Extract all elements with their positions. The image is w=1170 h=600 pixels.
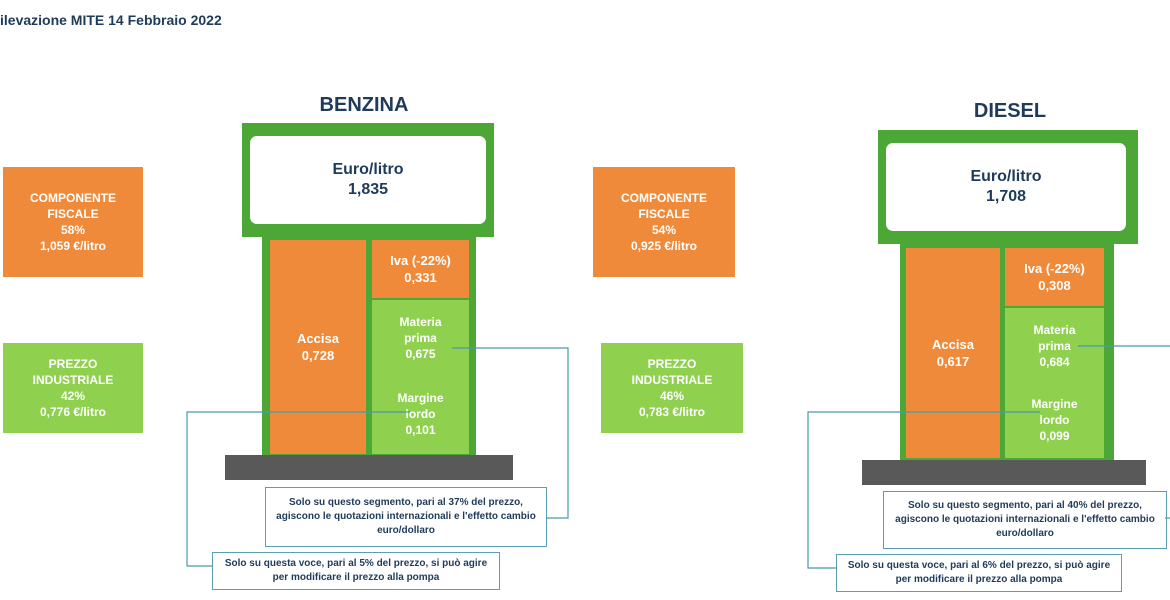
note-line-1: Solo su questo segmento, pari al 40% del… bbox=[908, 500, 1142, 511]
benzina-fiscal-box: COMPONENTE FISCALE 58% 1,059 €/litro bbox=[3, 167, 143, 277]
accisa-value: 0,728 bbox=[301, 348, 335, 363]
diesel-margine-segment: Margine lordo 0,099 bbox=[1005, 390, 1104, 450]
iva-value: 0,331 bbox=[404, 270, 437, 285]
industrial-label-2: INDUSTRIALE bbox=[631, 373, 713, 387]
margine-label-1: Margine bbox=[397, 391, 444, 405]
note-line-2: agiscono le quotazioni internazionali e … bbox=[895, 514, 1155, 525]
margine-label-1: Margine bbox=[1031, 397, 1078, 411]
accisa-label: Accisa bbox=[297, 331, 339, 346]
diesel-note-margine: Solo su questa voce, pari al 6% del prez… bbox=[836, 554, 1122, 592]
benzina-pump-base bbox=[225, 455, 513, 480]
diesel-accisa-segment: Accisa 0,617 bbox=[906, 248, 1000, 458]
benzina-iva-segment: Iva (-22%) 0,331 bbox=[372, 240, 469, 298]
benzina-materia-segment: Materia prima 0,675 bbox=[372, 308, 469, 368]
fiscal-label-1: COMPONENTE bbox=[620, 191, 707, 205]
diesel-industrial-segment bbox=[1005, 308, 1104, 458]
materia-label-2: prima bbox=[1038, 339, 1071, 353]
materia-label-1: Materia bbox=[399, 315, 442, 329]
benzina-note-materia: Solo su questo segmento, pari al 37% del… bbox=[265, 487, 547, 547]
diesel-title: DIESEL bbox=[973, 100, 1047, 122]
price-value: 1,835 bbox=[347, 181, 389, 198]
industrial-value: 0,783 €/litro bbox=[638, 405, 706, 419]
benzina-industrial-segment bbox=[372, 300, 469, 454]
diesel-note-materia: Solo su questo segmento, pari al 40% del… bbox=[883, 491, 1167, 549]
industrial-label-1: PREZZO bbox=[647, 357, 697, 371]
iva-label: Iva (-22%) bbox=[390, 253, 451, 268]
fiscal-label-2: FISCALE bbox=[47, 207, 99, 221]
diesel-fiscal-box: COMPONENTE FISCALE 54% 0,925 €/litro bbox=[593, 167, 735, 277]
benzina-accisa-segment: Accisa 0,728 bbox=[270, 240, 366, 454]
note-line-1: Solo su questa voce, pari al 6% del prez… bbox=[847, 560, 1111, 571]
diesel-iva-segment: Iva (-22%) 0,308 bbox=[1005, 248, 1104, 306]
fiscal-pct: 58% bbox=[60, 223, 86, 237]
note-line-2: per modificare il prezzo alla pompa bbox=[895, 574, 1063, 585]
price-unit: Euro/litro bbox=[332, 161, 404, 178]
margine-label-2: lordo bbox=[1039, 413, 1070, 427]
fiscal-label-1: COMPONENTE bbox=[29, 191, 116, 205]
materia-label-2: prima bbox=[404, 331, 437, 345]
note-line-3: euro/dollaro bbox=[377, 525, 435, 536]
fiscal-label-2: FISCALE bbox=[638, 207, 690, 221]
diesel-pump-base bbox=[862, 460, 1146, 485]
note-line-2: agiscono le quotazioni internazionali e … bbox=[276, 511, 536, 522]
industrial-value: 0,776 €/litro bbox=[39, 405, 107, 419]
note-line-3: euro/dollaro bbox=[996, 528, 1054, 539]
note-line-1: Solo su questo segmento, pari al 37% del… bbox=[289, 497, 523, 508]
note-line-2: per modificare il prezzo alla pompa bbox=[272, 572, 440, 583]
page-title: ilevazione MITE 14 Febbraio 2022 bbox=[0, 12, 222, 28]
accisa-label: Accisa bbox=[932, 337, 974, 352]
price-value: 1,708 bbox=[985, 188, 1027, 205]
margine-value: 0,099 bbox=[1039, 429, 1070, 443]
benzina-margine-segment: Margine lordo 0,101 bbox=[372, 384, 469, 444]
materia-value: 0,684 bbox=[1039, 355, 1070, 369]
industrial-label-1: PREZZO bbox=[48, 357, 98, 371]
margine-label-2: lordo bbox=[405, 407, 436, 421]
iva-label: Iva (-22%) bbox=[1024, 261, 1085, 276]
materia-label-1: Materia bbox=[1033, 323, 1076, 337]
fiscal-value: 1,059 €/litro bbox=[39, 239, 107, 253]
industrial-label-2: INDUSTRIALE bbox=[32, 373, 114, 387]
margine-value: 0,101 bbox=[405, 423, 436, 437]
industrial-pct: 42% bbox=[60, 389, 86, 403]
benzina-title: BENZINA bbox=[319, 94, 409, 116]
fiscal-value: 0,925 €/litro bbox=[630, 239, 698, 253]
materia-value: 0,675 bbox=[405, 347, 436, 361]
benzina-price-display: Euro/litro 1,835 bbox=[247, 133, 489, 227]
benzina-margine-connector bbox=[186, 411, 410, 567]
fiscal-pct: 54% bbox=[651, 223, 677, 237]
price-unit: Euro/litro bbox=[970, 168, 1042, 185]
diesel-price-display: Euro/litro 1,708 bbox=[883, 140, 1129, 234]
note-line-1: Solo su questa voce, pari al 5% del prez… bbox=[224, 558, 488, 569]
accisa-value: 0,617 bbox=[936, 354, 970, 369]
industrial-pct: 46% bbox=[659, 389, 685, 403]
benzina-industrial-box: PREZZO INDUSTRIALE 42% 0,776 €/litro bbox=[3, 343, 143, 433]
diesel-margine-connector bbox=[807, 411, 1040, 569]
iva-value: 0,308 bbox=[1038, 278, 1071, 293]
benzina-materia-connector bbox=[452, 347, 569, 519]
diesel-materia-segment: Materia prima 0,684 bbox=[1005, 316, 1104, 376]
diesel-industrial-box: PREZZO INDUSTRIALE 46% 0,783 €/litro bbox=[601, 343, 743, 433]
benzina-note-margine: Solo su questa voce, pari al 5% del prez… bbox=[212, 552, 500, 590]
